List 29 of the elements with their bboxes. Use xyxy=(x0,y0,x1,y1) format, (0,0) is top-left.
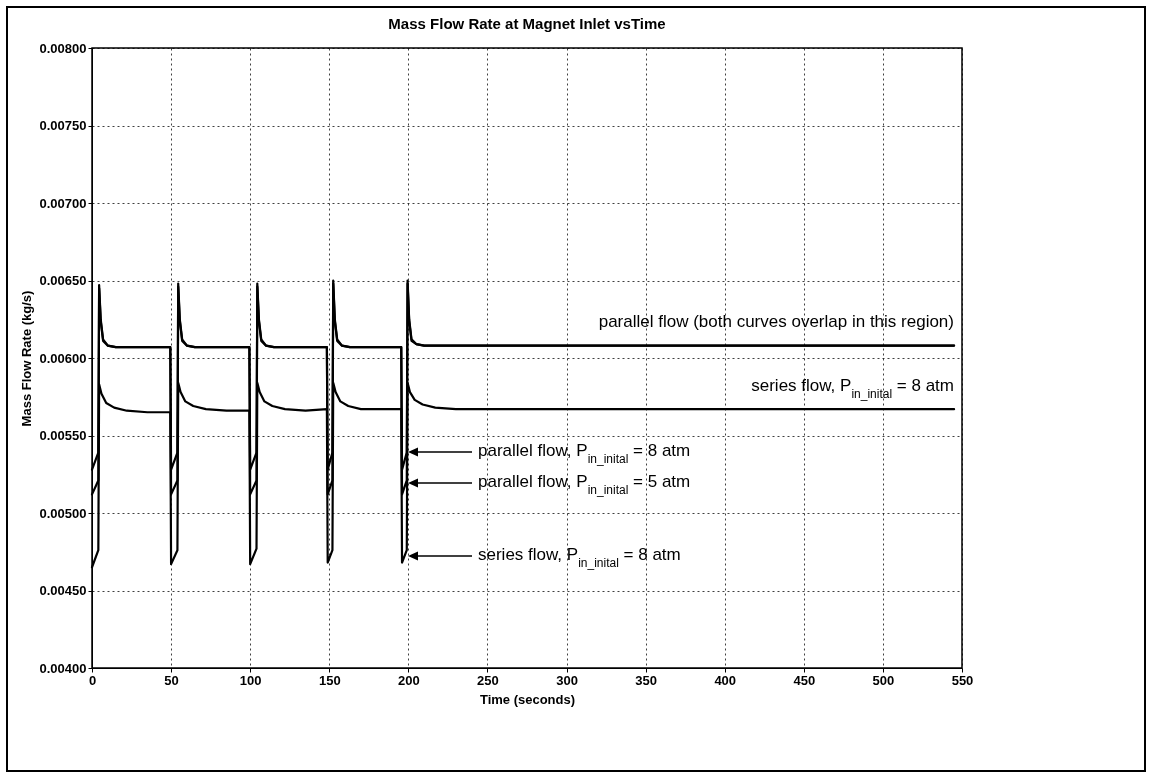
y-axis-title: Mass Flow Rate (kg/s) xyxy=(18,290,34,427)
x-tick-label: 450 xyxy=(793,672,816,688)
y-tick-label: 0.00500 xyxy=(39,505,87,521)
x-tick-label: 100 xyxy=(239,672,262,688)
x-tick-label: 300 xyxy=(556,672,578,688)
x-tick-label: 250 xyxy=(477,672,499,688)
x-tick-label: 200 xyxy=(398,672,420,688)
annotation: parallel flow, P$_{in_inital}$ = 5 atm xyxy=(478,472,691,497)
annotation: series flow, P$_{in_inital}$ = 8 atm xyxy=(751,376,954,401)
y-tick-label: 0.00400 xyxy=(39,660,87,676)
x-tick-label: 150 xyxy=(318,672,341,688)
x-tick-label: 500 xyxy=(872,672,895,688)
y-tick-label: 0.00750 xyxy=(39,118,87,133)
x-tick-label: 50 xyxy=(164,672,179,688)
chart-title: Mass Flow Rate at Magnet Inlet vsTime xyxy=(388,15,666,32)
annotation: parallel flow, P$_{in_inital}$ = 8 atm xyxy=(478,441,691,466)
x-tick-label: 550 xyxy=(951,672,974,688)
x-tick-label: 400 xyxy=(714,672,737,688)
annotation: series flow, P$_{in_inital}$ = 8 atm xyxy=(478,545,681,570)
x-tick-label: 0 xyxy=(88,672,97,688)
y-tick-label: 0.00450 xyxy=(39,583,87,598)
y-tick-label: 0.00800 xyxy=(39,40,87,56)
x-axis-title: Time (seconds) xyxy=(479,691,576,707)
y-tick-label: 0.00650 xyxy=(39,273,87,288)
annotation: parallel flow (both curves overlap in this region) xyxy=(598,312,954,331)
y-tick-label: 0.00700 xyxy=(39,195,87,211)
x-tick-label: 350 xyxy=(635,672,657,688)
y-tick-label: 0.00600 xyxy=(39,350,87,366)
y-tick-label: 0.00550 xyxy=(39,428,87,443)
